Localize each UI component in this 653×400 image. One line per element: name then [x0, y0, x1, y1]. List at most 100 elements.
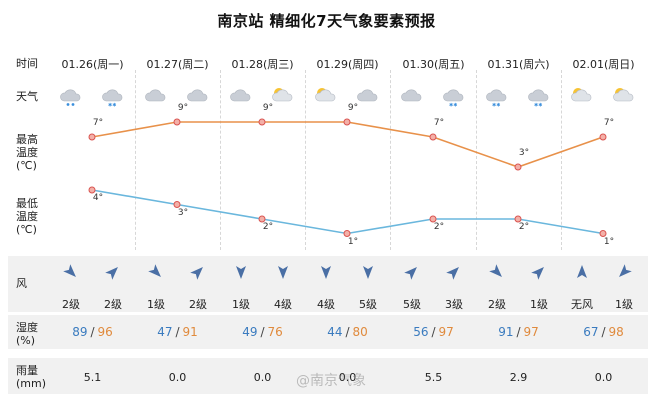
wind-level: 4级 [274, 298, 292, 311]
rain-value: 2.9 [509, 371, 528, 384]
weather-label: 天气 [16, 90, 38, 103]
svg-text:✱✱: ✱✱ [449, 103, 458, 109]
wind-level: 3级 [445, 298, 463, 311]
humidity-separator: / [90, 325, 95, 339]
cloudy-icon [400, 86, 424, 106]
cloudy-icon [144, 86, 168, 106]
date-label: 01.29(周四) [316, 58, 379, 71]
rain-value: 0.0 [168, 371, 187, 384]
humidity-max: 98 [608, 325, 624, 339]
wind-arrow-icon [190, 264, 206, 280]
rain-value: 0.0 [338, 371, 357, 384]
wind-band [8, 256, 648, 312]
humidity-min: 44 [327, 325, 343, 339]
max-temp-value: 3° [518, 148, 530, 158]
rain-value: 5.5 [424, 371, 443, 384]
humidity-value: 49/76 [220, 325, 305, 339]
humidity-min: 89 [72, 325, 88, 339]
humidity-value: 89/96 [50, 325, 135, 339]
wind-level: 2级 [189, 298, 207, 311]
wind-level: 2级 [488, 298, 506, 311]
humidity-separator: / [345, 325, 350, 339]
min-temp-label: 最低 温度 (℃) [16, 197, 38, 236]
cloudy-icon [186, 86, 210, 106]
humidity-max: 97 [438, 325, 454, 339]
wind-arrow-icon [275, 264, 291, 280]
date-label: 01.27(周二) [146, 58, 209, 71]
max-temp-point [599, 133, 607, 141]
humidity-min: 47 [157, 325, 173, 339]
humidity-separator: / [431, 325, 436, 339]
wind-arrow-icon [616, 264, 632, 280]
column-divider [305, 70, 306, 250]
wind-level: 1级 [147, 298, 165, 311]
partly-cloudy-icon [314, 86, 338, 106]
max-temp-label: 最高 温度 (℃) [16, 133, 38, 172]
wind-level: 1级 [530, 298, 548, 311]
min-temp-value: 2° [433, 222, 445, 232]
date-label: 01.31(周六) [487, 58, 550, 71]
wind-level: 2级 [62, 298, 80, 311]
humidity-separator: / [260, 325, 265, 339]
wind-arrow-icon [105, 264, 121, 280]
wind-arrow-icon [489, 264, 505, 280]
humidity-max: 91 [182, 325, 198, 339]
column-divider [135, 70, 136, 250]
wind-arrow-icon [446, 264, 462, 280]
partly-cloudy-icon [570, 86, 594, 106]
cloud-snow-icon: ✱✱ [442, 86, 466, 109]
min-temp-value: 1° [603, 236, 615, 247]
wind-level: 无风 [571, 298, 593, 311]
date-label: 02.01(周日) [572, 58, 635, 71]
column-divider [220, 70, 221, 250]
humidity-max: 76 [267, 325, 283, 339]
humidity-separator: / [516, 325, 521, 339]
humidity-min: 91 [498, 325, 514, 339]
min-temp-value: 1° [347, 236, 359, 247]
date-label: 01.28(周三) [231, 58, 294, 71]
cloud-snow-icon: ✱✱ [101, 86, 125, 109]
rain-value: 5.1 [83, 371, 102, 384]
min-temp-value: 3° [177, 207, 189, 218]
min-temp-value: 2° [518, 222, 530, 232]
humidity-value: 47/91 [135, 325, 220, 339]
wind-label: 风 [16, 277, 27, 290]
humidity-max: 97 [523, 325, 539, 339]
wind-level: 1级 [615, 298, 633, 311]
wind-arrow-icon [318, 264, 334, 280]
cloudy-icon [356, 86, 380, 106]
humidity-band [8, 315, 648, 349]
time-label: 时间 [16, 57, 38, 70]
wind-arrow-icon [531, 264, 547, 280]
max-temp-point [258, 118, 266, 126]
rain-label: 雨量 (mm) [16, 364, 47, 390]
humidity-max: 80 [352, 325, 368, 339]
max-temp-point [514, 163, 522, 171]
max-temp-point [88, 133, 96, 141]
wind-arrow-icon [63, 264, 79, 280]
cloud-rain-icon [59, 86, 83, 106]
cloudy-icon [229, 86, 253, 106]
max-temp-value: 7° [603, 118, 615, 128]
humidity-value: 44/80 [305, 325, 390, 339]
max-temp-value: 9° [177, 103, 189, 113]
humidity-min: 49 [242, 325, 258, 339]
max-temp-value: 9° [347, 103, 359, 113]
wind-level: 5级 [359, 298, 377, 311]
wind-arrow-icon [148, 264, 164, 280]
column-divider [561, 70, 562, 250]
cloud-snow-icon: ✱✱ [485, 86, 509, 109]
rain-value: 0.0 [253, 371, 272, 384]
wind-arrow-icon [360, 264, 376, 280]
date-label: 01.30(周五) [402, 58, 465, 71]
max-temp-value: 7° [433, 118, 445, 128]
wind-level: 5级 [403, 298, 421, 311]
max-temp-value: 7° [92, 118, 104, 128]
max-temp-point [173, 118, 181, 126]
page-title: 南京站 精细化7天气象要素预报 [217, 12, 436, 30]
watermark: @南京气象 [296, 373, 366, 389]
humidity-value: 67/98 [561, 325, 646, 339]
cloud-snow-icon: ✱✱ [527, 86, 551, 109]
wind-level: 2级 [104, 298, 122, 311]
partly-cloudy-icon [612, 86, 636, 106]
